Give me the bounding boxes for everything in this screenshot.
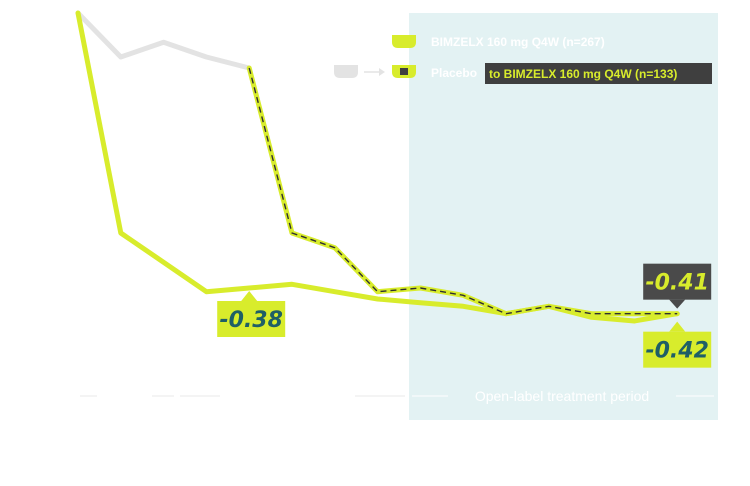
callout-0: -0.38 — [217, 291, 286, 337]
legend-switch-label: to BIMZELX 160 mg Q4W (n=133) — [489, 67, 677, 81]
callout-pointer — [241, 291, 258, 301]
callout-box — [217, 301, 286, 337]
legend-placebo-label: Placebo — [431, 66, 477, 80]
series-switch-dash — [248, 67, 678, 315]
callout-2: -0.42 — [643, 321, 712, 368]
callout-value: -0.38 — [219, 308, 282, 333]
callout-pointer — [669, 299, 686, 309]
series-placebo-line — [75, 10, 252, 71]
callout-value: -0.41 — [645, 271, 708, 296]
callout-layer: -0.38 -0.41 -0.42 — [217, 263, 712, 368]
callout-pointer — [669, 321, 686, 332]
legend-switch-arrow-icon — [364, 68, 385, 76]
series-layer — [75, 10, 680, 324]
open-label-period-label: Open-label treatment period — [475, 388, 649, 404]
legend-bimzelx-swatch — [392, 35, 416, 48]
legend-switch-marker — [400, 68, 408, 75]
series-bimzelx-line — [75, 10, 680, 324]
legend-bimzelx-label: BIMZELX 160 mg Q4W (n=267) — [431, 35, 605, 49]
legend-switch-label-box — [485, 63, 712, 84]
legend: BIMZELX 160 mg Q4W (n=267) Placebo to BI… — [334, 35, 712, 84]
callout-1: -0.41 — [643, 263, 712, 309]
legend-placebo-swatch — [334, 65, 358, 78]
period-bar: Open-label treatment period — [80, 388, 714, 404]
callout-box — [643, 263, 712, 300]
callout-box — [643, 331, 712, 368]
callout-value: -0.42 — [645, 339, 708, 364]
